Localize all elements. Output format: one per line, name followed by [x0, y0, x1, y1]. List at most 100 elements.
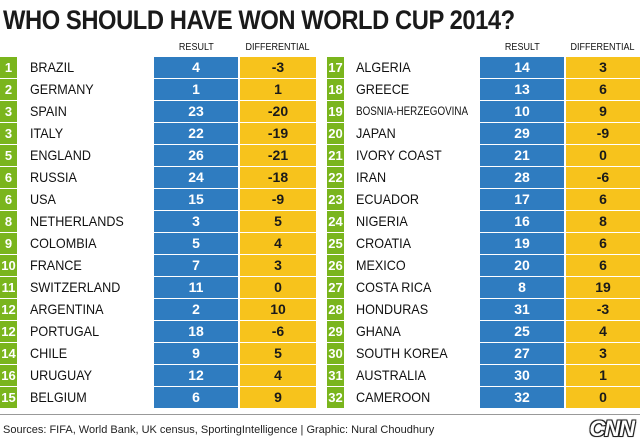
table-row: 8 NETHERLANDS 3 5 [0, 211, 640, 232]
result-cell: 5 [154, 233, 238, 254]
rank-badge: 28 [327, 299, 344, 320]
result-cell: 32 [480, 387, 564, 408]
differential-cell: -20 [240, 101, 316, 122]
header-differential-left: DIFFERENTIAL [245, 42, 311, 53]
rank-badge: 15 [0, 387, 17, 408]
rank-badge: 22 [327, 167, 344, 188]
differential-cell: 3 [240, 255, 316, 276]
rank-badge: 29 [327, 321, 344, 342]
team-name: ARGENTINA [30, 301, 104, 317]
rank-badge: 11 [0, 277, 17, 298]
team-name: URUGUAY [30, 367, 93, 383]
rank-badge: 27 [327, 277, 344, 298]
rank-badge: 3 [0, 101, 17, 122]
rank-badge: 18 [327, 79, 344, 100]
table-row: 19 BOSNIA-HERZEGOVINA 10 9 [0, 101, 640, 122]
differential-cell: -3 [240, 57, 316, 78]
result-cell: 1 [154, 79, 238, 100]
result-cell: 16 [480, 211, 564, 232]
table-row: 12 PORTUGAL 18 -6 [0, 321, 640, 342]
result-cell: 12 [154, 365, 238, 386]
team-name: NIGERIA [356, 213, 408, 229]
team-name: IVORY COAST [356, 147, 442, 163]
team-name: SOUTH KOREA [356, 345, 448, 361]
table-row: 25 CROATIA 19 6 [0, 233, 640, 254]
result-cell: 10 [480, 101, 564, 122]
differential-cell: 0 [566, 387, 640, 408]
team-name: BELGIUM [30, 389, 87, 405]
differential-cell: -18 [240, 167, 316, 188]
result-cell: 6 [154, 387, 238, 408]
table-row: 17 ALGERIA 14 3 [0, 57, 640, 78]
differential-cell: 4 [240, 365, 316, 386]
header-result-left: RESULT [178, 42, 214, 53]
rank-badge: 16 [0, 365, 17, 386]
result-cell: 27 [480, 343, 564, 364]
table-row: 3 SPAIN 23 -20 [0, 101, 640, 122]
result-cell: 17 [480, 189, 564, 210]
rank-badge: 32 [327, 387, 344, 408]
team-name: CHILE [30, 345, 68, 361]
result-cell: 26 [154, 145, 238, 166]
result-cell: 15 [154, 189, 238, 210]
differential-cell: 9 [240, 387, 316, 408]
differential-cell: 6 [566, 255, 640, 276]
table-row: 30 SOUTH KOREA 27 3 [0, 343, 640, 364]
differential-cell: -9 [566, 123, 640, 144]
sources-credit: Sources: FIFA, World Bank, UK census, Sp… [3, 424, 435, 436]
table-row: 27 COSTA RICA 8 19 [0, 277, 640, 298]
team-name: BRAZIL [30, 59, 75, 75]
table-row: 6 RUSSIA 24 -18 [0, 167, 640, 188]
header-result-right: RESULT [504, 42, 540, 53]
table-row: 1 BRAZIL 4 -3 [0, 57, 640, 78]
result-cell: 18 [154, 321, 238, 342]
differential-cell: -6 [240, 321, 316, 342]
result-cell: 2 [154, 299, 238, 320]
result-cell: 28 [480, 167, 564, 188]
team-name: ITALY [30, 125, 64, 141]
differential-cell: -21 [240, 145, 316, 166]
differential-cell: 19 [566, 277, 640, 298]
team-name: BOSNIA-HERZEGOVINA [356, 104, 469, 118]
table-row: 20 JAPAN 29 -9 [0, 123, 640, 144]
differential-cell: 1 [240, 79, 316, 100]
result-cell: 9 [154, 343, 238, 364]
result-cell: 19 [480, 233, 564, 254]
cnn-logo: CNN [589, 416, 635, 441]
differential-cell: 0 [240, 277, 316, 298]
rank-badge: 8 [0, 211, 17, 232]
team-name: GREECE [356, 81, 410, 97]
result-cell: 7 [154, 255, 238, 276]
rank-badge: 6 [0, 189, 17, 210]
rank-badge: 14 [0, 343, 17, 364]
rank-badge: 17 [327, 57, 344, 78]
table-row: 23 ECUADOR 17 6 [0, 189, 640, 210]
differential-cell: 8 [566, 211, 640, 232]
table-row: 3 ITALY 22 -19 [0, 123, 640, 144]
table-row: 31 AUSTRALIA 30 1 [0, 365, 640, 386]
table-row: 2 GERMANY 1 1 [0, 79, 640, 100]
table-row: 26 MEXICO 20 6 [0, 255, 640, 276]
rank-badge: 20 [327, 123, 344, 144]
table-row: 15 BELGIUM 6 9 [0, 387, 640, 408]
team-name: AUSTRALIA [356, 367, 427, 383]
team-name: CAMEROON [356, 389, 431, 405]
table-row: 14 CHILE 9 5 [0, 343, 640, 364]
team-name: ECUADOR [356, 191, 420, 207]
table-row: 18 GREECE 13 6 [0, 79, 640, 100]
differential-cell: 4 [566, 321, 640, 342]
rank-badge: 2 [0, 79, 17, 100]
table-row: 6 USA 15 -9 [0, 189, 640, 210]
rank-badge: 9 [0, 233, 17, 254]
rank-badge: 25 [327, 233, 344, 254]
team-name: ALGERIA [356, 59, 411, 75]
rank-badge: 24 [327, 211, 344, 232]
result-cell: 29 [480, 123, 564, 144]
table-row: 5 ENGLAND 26 -21 [0, 145, 640, 166]
team-name: JAPAN [356, 125, 396, 141]
rank-badge: 30 [327, 343, 344, 364]
rank-badge: 19 [327, 101, 344, 122]
result-cell: 3 [154, 211, 238, 232]
differential-cell: 4 [240, 233, 316, 254]
differential-cell: 6 [566, 189, 640, 210]
